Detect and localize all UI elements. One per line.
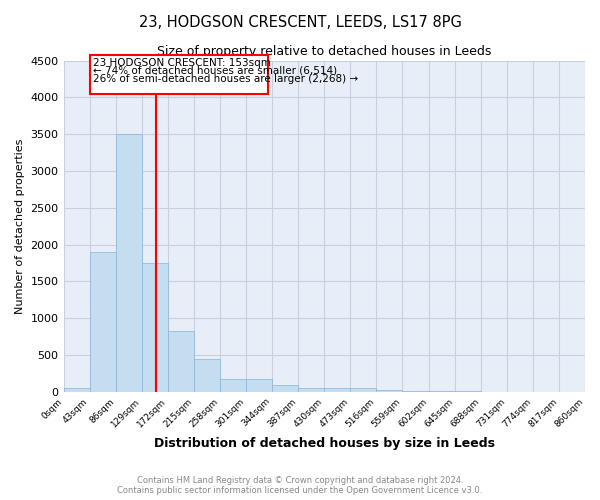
Bar bbox=[298, 388, 324, 392]
Bar bbox=[350, 388, 376, 392]
X-axis label: Distribution of detached houses by size in Leeds: Distribution of detached houses by size … bbox=[154, 437, 495, 450]
Bar bbox=[116, 134, 142, 392]
Bar bbox=[272, 385, 298, 392]
Bar bbox=[142, 263, 168, 392]
FancyBboxPatch shape bbox=[89, 56, 268, 94]
Text: 23, HODGSON CRESCENT, LEEDS, LS17 8PG: 23, HODGSON CRESCENT, LEEDS, LS17 8PG bbox=[139, 15, 461, 30]
Text: 26% of semi-detached houses are larger (2,268) →: 26% of semi-detached houses are larger (… bbox=[93, 74, 358, 84]
Y-axis label: Number of detached properties: Number of detached properties bbox=[15, 138, 25, 314]
Bar bbox=[246, 379, 272, 392]
Bar bbox=[89, 252, 116, 392]
Bar bbox=[64, 388, 89, 392]
Title: Size of property relative to detached houses in Leeds: Size of property relative to detached ho… bbox=[157, 45, 491, 58]
Bar bbox=[220, 379, 246, 392]
Bar bbox=[168, 330, 194, 392]
Bar bbox=[376, 390, 403, 392]
Text: 23 HODGSON CRESCENT: 153sqm: 23 HODGSON CRESCENT: 153sqm bbox=[93, 58, 271, 68]
Text: ← 74% of detached houses are smaller (6,514): ← 74% of detached houses are smaller (6,… bbox=[93, 66, 337, 76]
Bar bbox=[194, 358, 220, 392]
Text: Contains HM Land Registry data © Crown copyright and database right 2024.
Contai: Contains HM Land Registry data © Crown c… bbox=[118, 476, 482, 495]
Bar bbox=[324, 388, 350, 392]
Bar bbox=[403, 391, 428, 392]
